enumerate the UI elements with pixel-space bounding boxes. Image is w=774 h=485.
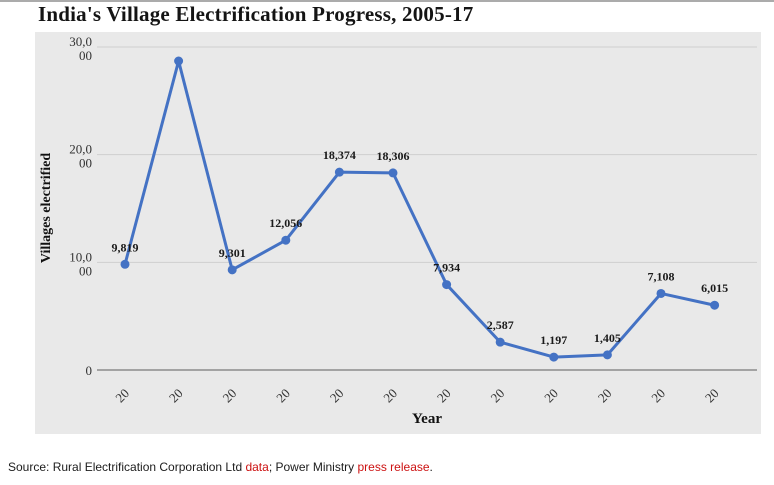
data-point (281, 235, 291, 245)
data-point-label: 9,301 (219, 246, 246, 260)
y-tick-label: 00 (79, 156, 92, 171)
x-axis-title: Year (412, 411, 442, 427)
data-point-label: 9,819 (112, 240, 139, 254)
trend-line (123, 59, 717, 359)
data-point (495, 337, 505, 347)
data-point (174, 56, 184, 66)
plot-area (35, 32, 761, 434)
data-point-label: 7,108 (648, 269, 675, 283)
data-point (388, 168, 398, 178)
data-point-label: 2,587 (487, 318, 514, 332)
data-point-label: 6,015 (701, 281, 728, 295)
data-point-label: 18,306 (377, 149, 410, 163)
source-line: Source: Rural Electrification Corporatio… (8, 460, 433, 474)
source-text: Source: Rural Electrification Corporatio… (8, 460, 246, 474)
data-point (227, 265, 237, 275)
data-point-label: 1,405 (594, 331, 621, 345)
data-point-label: 12,056 (269, 216, 302, 230)
data-point-label: 18,374 (323, 148, 356, 162)
y-tick-label: 0 (86, 363, 93, 378)
y-tick-label: 10,0 (69, 249, 92, 264)
data-point (442, 280, 452, 290)
y-tick-label: 30,0 (69, 34, 92, 49)
y-tick-label: 20,0 (69, 142, 92, 157)
data-point (549, 352, 559, 362)
data-point (656, 288, 666, 298)
source-data-link[interactable]: data (245, 460, 269, 474)
source-text-end: . (429, 460, 433, 474)
y-axis-title: Villages electrified (39, 153, 54, 263)
chart-title: India's Village Electrification Progress… (38, 2, 474, 26)
data-point (120, 259, 130, 269)
source-text-middle: ; Power Ministry (268, 460, 358, 474)
y-tick-label: 00 (79, 263, 92, 278)
data-point (602, 350, 612, 360)
data-point (710, 300, 720, 310)
data-point (334, 167, 344, 177)
y-tick-label: 00 (79, 48, 92, 63)
data-point-label: 1,197 (540, 333, 567, 347)
source-press-release-link[interactable]: press release (357, 460, 430, 474)
data-point-label: 7,934 (433, 261, 460, 275)
